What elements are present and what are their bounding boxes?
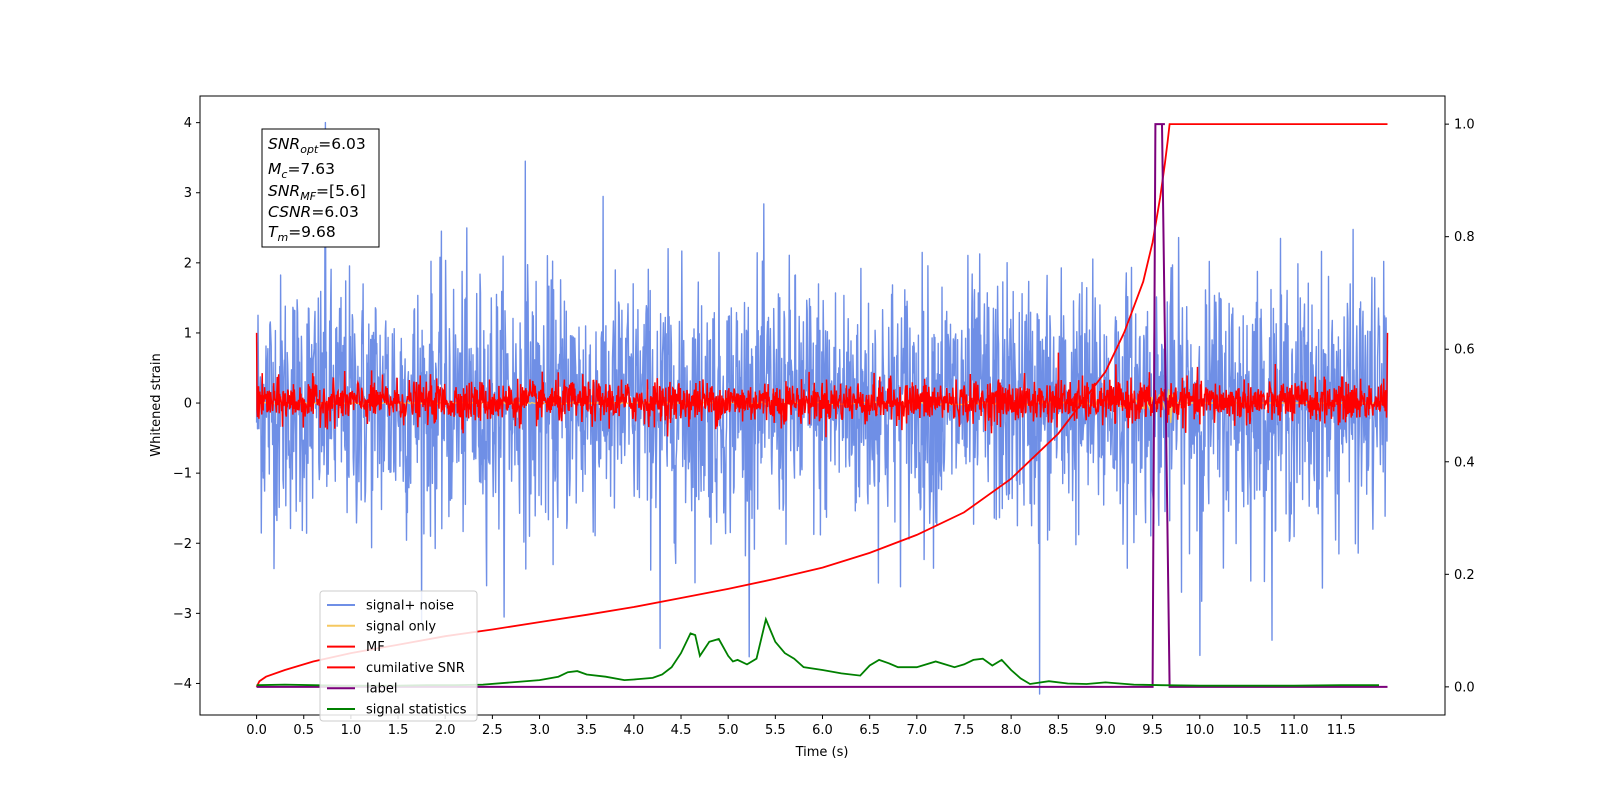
snr-mf-line: SNRMF=[5.6] (268, 182, 366, 203)
x-tick-label: 9.0 (1095, 723, 1116, 738)
csnr-line: CSNR=6.03 (268, 203, 359, 221)
x-tick-label: 2.5 (482, 723, 503, 738)
y2-tick-label: 0.2 (1454, 568, 1475, 583)
x-tick-label: 1.0 (341, 723, 362, 738)
stats-annotation-frame (261, 128, 380, 248)
mc-line: Mc=7.63 (268, 160, 335, 181)
y2-tick-label: 0.8 (1454, 230, 1475, 245)
x-tick-label: 11.0 (1280, 723, 1309, 738)
series-signal-statistics-line (256, 616, 1379, 687)
x-tick-label: 7.0 (906, 723, 927, 738)
x-tick-label: 10.0 (1185, 723, 1214, 738)
x-tick-label: 0.5 (293, 723, 314, 738)
legend: signal+ noise signal only MF cumilative SNR… (319, 590, 478, 722)
x-tick-label: 1.5 (388, 723, 409, 738)
legend-label: cumilative SNR (366, 661, 465, 676)
y-tick-label: 0 (184, 397, 192, 412)
y-tick-label: −3 (173, 607, 192, 622)
stats-annotation-box: SNRopt=6.03 Mc=7.63 SNRMF=[5.6] CSNR=6.0… (261, 128, 380, 248)
x-axis-label: Time (s) (795, 745, 849, 760)
x-tick-label: 8.5 (1048, 723, 1069, 738)
x-tick-label: 6.0 (812, 723, 833, 738)
tm-value: =9.68 (288, 223, 336, 241)
x-tick-label: 0.0 (246, 723, 267, 738)
tm-line: Tm=9.68 (268, 223, 336, 244)
mc-value: =7.63 (287, 160, 335, 178)
series-label-line (256, 123, 1388, 688)
x-tick-label: 11.5 (1327, 723, 1356, 738)
x-tick-label: 10.5 (1232, 723, 1261, 738)
y-tick-label: −4 (173, 677, 192, 692)
x-tick-label: 9.5 (1142, 723, 1163, 738)
y2-tick-label: 1.0 (1454, 118, 1475, 133)
legend-label: signal statistics (366, 703, 467, 718)
snr-opt-line: SNRopt=6.03 (268, 135, 366, 156)
y-tick-label: −2 (173, 537, 192, 552)
series-mf-line (255, 332, 1389, 438)
x-tick-label: 4.0 (624, 723, 645, 738)
axes-layer: 0.0 0.5 1.0 1.5 2.0 2.5 3.0 3.5 4.0 4.5 5.0 5.5 6.0 6… (173, 116, 1475, 738)
legend-label: signal+ noise (366, 599, 454, 614)
snr-opt-value: =6.03 (318, 135, 366, 153)
x-tick-label: 5.5 (765, 723, 786, 738)
y2-tick-label: 0.6 (1454, 343, 1475, 358)
y-tick-label: 4 (184, 116, 192, 131)
legend-label: MF (366, 640, 385, 655)
x-tick-label: 3.5 (576, 723, 597, 738)
x-tick-label: 6.5 (859, 723, 880, 738)
snr-mf-value: =[5.6] (316, 182, 366, 200)
y-tick-label: 3 (184, 186, 192, 201)
x-tick-label: 8.0 (1001, 723, 1022, 738)
y2-tick-label: 0.4 (1454, 455, 1475, 470)
x-tick-label: 7.5 (954, 723, 975, 738)
x-tick-label: 2.0 (435, 723, 456, 738)
legend-label: signal only (366, 619, 436, 634)
y-tick-label: 2 (184, 256, 192, 271)
x-tick-label: 3.0 (529, 723, 550, 738)
y-tick-label: 1 (184, 326, 192, 341)
x-tick-label: 5.0 (718, 723, 739, 738)
y-axis-label: Whitened strain (149, 353, 164, 456)
y2-tick-label: 0.0 (1454, 680, 1475, 695)
x-tick-label: 4.5 (671, 723, 692, 738)
csnr-value: =6.03 (311, 203, 359, 221)
y-tick-label: −1 (173, 467, 192, 482)
legend-frame (319, 590, 478, 722)
legend-label: label (366, 682, 397, 697)
